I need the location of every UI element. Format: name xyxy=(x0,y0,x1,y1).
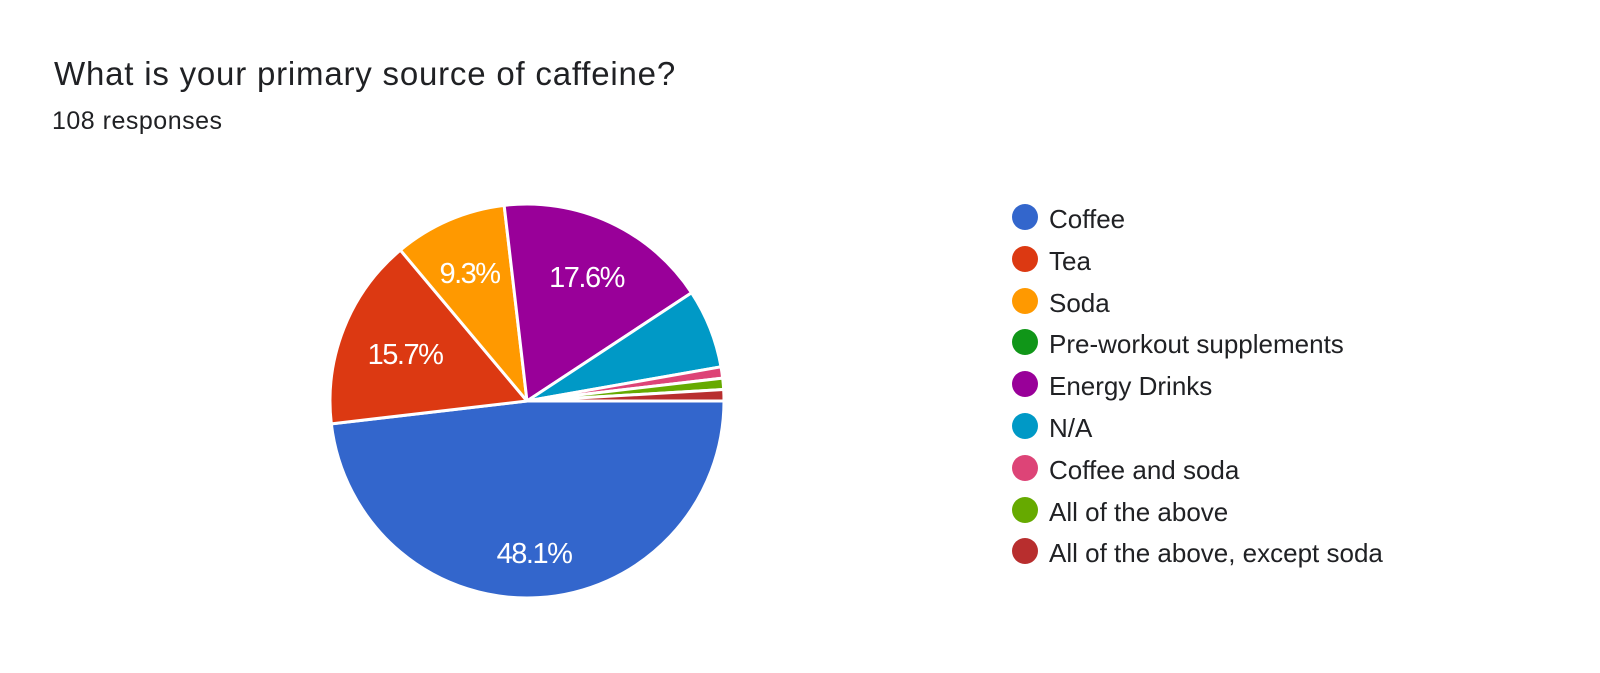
svg-text:9.3%: 9.3% xyxy=(439,258,500,290)
svg-text:17.6%: 17.6% xyxy=(549,262,624,294)
svg-text:48.1%: 48.1% xyxy=(497,538,572,570)
svg-text:15.7%: 15.7% xyxy=(368,339,443,371)
